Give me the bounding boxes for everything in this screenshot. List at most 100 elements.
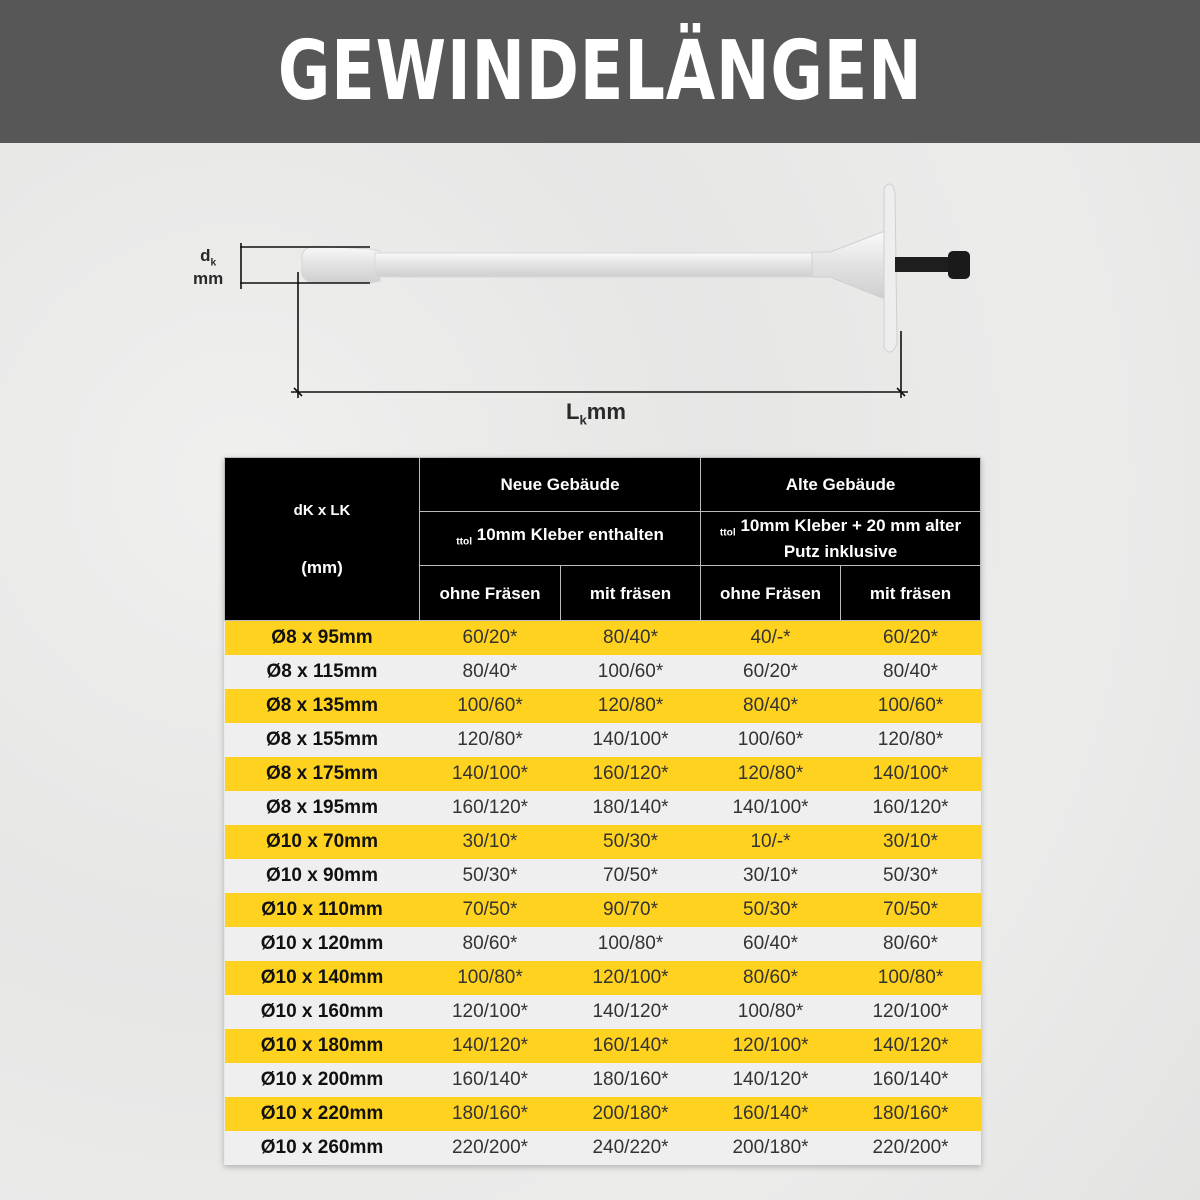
length-cell: 100/80* <box>419 961 561 995</box>
size-cell: Ø10 x 140mm <box>224 961 420 995</box>
table-row: Ø8 x 195mm 160/120* 180/140* 140/100* 160/12… <box>224 791 981 825</box>
length-cell: 160/140* <box>419 1063 561 1097</box>
subheader: mit fräsen <box>840 565 982 621</box>
table-row: Ø10 x 160mm 120/100* 140/120* 100/80* 120/10… <box>224 995 981 1029</box>
length-cell: 140/120* <box>700 1063 841 1097</box>
length-cell: 180/160* <box>560 1063 701 1097</box>
length-cell: 60/20* <box>840 620 981 655</box>
length-cell: 80/40* <box>840 655 981 689</box>
size-cell: Ø8 x 195mm <box>224 791 420 825</box>
length-cell: 70/50* <box>840 893 981 927</box>
length-cell: 140/100* <box>560 723 701 757</box>
length-cell: 100/80* <box>840 961 981 995</box>
table-row: Ø10 x 180mm 140/120* 160/140* 120/100* 140/1… <box>224 1029 981 1063</box>
length-cell: 50/30* <box>840 859 981 893</box>
length-cell: 120/100* <box>700 1029 841 1063</box>
subheader: ohne Fräsen <box>419 565 561 621</box>
length-cell: 180/160* <box>840 1097 981 1131</box>
length-cell: 100/80* <box>560 927 701 961</box>
size-cell: Ø10 x 220mm <box>224 1097 420 1131</box>
table-row: Ø8 x 175mm 140/100* 160/120* 120/80* 140/100… <box>224 757 981 791</box>
size-cell: Ø10 x 90mm <box>224 859 420 893</box>
length-cell: 30/10* <box>419 825 561 859</box>
table-row: Ø8 x 155mm 120/80* 140/100* 100/60* 120/80* <box>224 723 981 757</box>
length-cell: 120/80* <box>419 723 561 757</box>
length-cell: 40/-* <box>700 620 841 655</box>
length-cell: 220/200* <box>419 1131 561 1165</box>
length-cell: 140/120* <box>560 995 701 1029</box>
size-cell: Ø10 x 200mm <box>224 1063 420 1097</box>
table-row: Ø8 x 115mm 80/40* 100/60* 60/20* 80/40* <box>224 655 981 689</box>
table-row: Ø10 x 140mm 100/80* 120/100* 80/60* 100/80* <box>224 961 981 995</box>
length-cell: 200/180* <box>560 1097 701 1131</box>
length-cell: 180/160* <box>419 1097 561 1131</box>
group-header-new: Neue Gebäude <box>418 457 702 512</box>
group-header-old: Alte Gebäude <box>700 457 982 512</box>
diameter-label: dk mm <box>193 246 224 289</box>
group-note-old: ttol 10mm Kleber + 20 mm alter Putz inkl… <box>700 511 982 566</box>
length-cell: 140/100* <box>419 757 561 791</box>
length-cell: 100/60* <box>419 689 561 723</box>
length-cell: 140/100* <box>840 757 981 791</box>
size-cell: Ø8 x 155mm <box>224 723 420 757</box>
length-cell: 50/30* <box>419 859 561 893</box>
length-cell: 120/100* <box>840 995 981 1029</box>
length-cell: 100/80* <box>700 995 841 1029</box>
length-cell: 160/120* <box>840 791 981 825</box>
length-cell: 80/40* <box>419 655 561 689</box>
subheader: mit fräsen <box>559 565 702 621</box>
length-cell: 30/10* <box>840 825 981 859</box>
corner-header: dK x LK (mm) <box>224 457 420 621</box>
length-cell: 120/100* <box>419 995 561 1029</box>
length-cell: 120/80* <box>560 689 701 723</box>
dowel-diagram: dk mm Lkmm <box>0 143 1200 443</box>
size-cell: Ø10 x 120mm <box>224 927 420 961</box>
table-row: Ø10 x 200mm 160/140* 180/160* 140/120* 160/1… <box>224 1063 981 1097</box>
length-cell: 140/120* <box>419 1029 561 1063</box>
length-cell: 120/80* <box>700 757 841 791</box>
length-cell: 60/20* <box>700 655 841 689</box>
subheader: ohne Fräsen <box>700 565 842 621</box>
size-cell: Ø8 x 115mm <box>224 655 420 689</box>
length-cell: 140/100* <box>700 791 841 825</box>
insulation-dowel-illustration <box>240 183 970 398</box>
thread-length-table: dK x LK (mm) Neue Gebäude Alte Gebäude t… <box>224 457 982 1165</box>
size-cell: Ø10 x 180mm <box>224 1029 420 1063</box>
length-cell: 160/120* <box>560 757 701 791</box>
table-row: Ø8 x 95mm 60/20* 80/40* 40/-* 60/20* <box>224 620 981 655</box>
length-label: Lkmm <box>566 399 626 428</box>
length-cell: 80/60* <box>419 927 561 961</box>
length-cell: 200/180* <box>700 1131 841 1165</box>
size-cell: Ø8 x 135mm <box>224 689 420 723</box>
length-cell: 60/20* <box>419 620 561 655</box>
length-cell: 90/70* <box>560 893 701 927</box>
table-row: Ø10 x 90mm 50/30* 70/50* 30/10* 50/30* <box>224 859 981 893</box>
length-cell: 160/140* <box>700 1097 841 1131</box>
length-cell: 10/-* <box>700 825 841 859</box>
length-cell: 70/50* <box>419 893 561 927</box>
size-cell: Ø10 x 160mm <box>224 995 420 1029</box>
length-cell: 80/60* <box>700 961 841 995</box>
length-cell: 60/40* <box>700 927 841 961</box>
length-cell: 220/200* <box>840 1131 981 1165</box>
table-row: Ø10 x 120mm 80/60* 100/80* 60/40* 80/60* <box>224 927 981 961</box>
size-cell: Ø8 x 95mm <box>224 620 420 655</box>
title-banner: GEWINDELÄNGEN <box>0 0 1200 143</box>
length-cell: 50/30* <box>560 825 701 859</box>
length-cell: 80/60* <box>840 927 981 961</box>
length-cell: 100/60* <box>700 723 841 757</box>
length-cell: 70/50* <box>560 859 701 893</box>
page-title: GEWINDELÄNGEN <box>277 24 923 119</box>
length-cell: 80/40* <box>560 620 701 655</box>
length-cell: 120/100* <box>560 961 701 995</box>
length-cell: 160/140* <box>840 1063 981 1097</box>
size-cell: Ø10 x 260mm <box>224 1131 420 1165</box>
table-row: Ø10 x 260mm 220/200* 240/220* 200/180* 220/2… <box>224 1131 981 1165</box>
size-cell: Ø10 x 110mm <box>224 893 420 927</box>
size-cell: Ø10 x 70mm <box>224 825 420 859</box>
table-row: Ø10 x 110mm 70/50* 90/70* 50/30* 70/50* <box>224 893 981 927</box>
length-cell: 50/30* <box>700 893 841 927</box>
table-row: Ø10 x 70mm 30/10* 50/30* 10/-* 30/10* <box>224 825 981 859</box>
size-cell: Ø8 x 175mm <box>224 757 420 791</box>
length-cell: 240/220* <box>560 1131 701 1165</box>
